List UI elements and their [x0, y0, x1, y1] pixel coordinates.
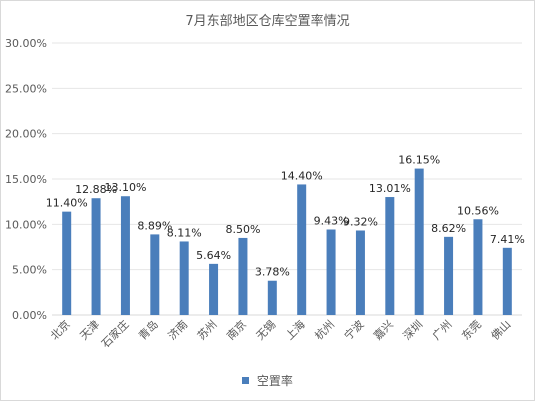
x-tick-label: 嘉兴 — [370, 317, 395, 342]
data-label: 8.11% — [167, 226, 202, 239]
bar — [444, 236, 454, 315]
legend: 空置率 — [0, 372, 535, 389]
bar — [91, 198, 101, 315]
legend-swatch — [242, 377, 250, 384]
x-tick-label: 北京 — [47, 317, 72, 342]
chart-title: 7月东部地区仓库空置率情况 — [185, 14, 350, 29]
legend-label: 空置率 — [256, 374, 293, 388]
data-label: 13.10% — [104, 181, 146, 194]
y-tick-label: 0.00% — [12, 309, 47, 322]
x-tick-label: 石家庄 — [98, 317, 131, 350]
bar — [267, 280, 277, 315]
bar — [414, 168, 424, 315]
x-tick-label: 济南 — [165, 317, 190, 342]
data-label: 8.89% — [137, 219, 172, 232]
bar — [150, 234, 160, 315]
data-label: 14.40% — [281, 169, 323, 182]
x-tick-label: 无锡 — [253, 317, 278, 342]
x-tick-label: 杭州 — [312, 317, 337, 342]
y-tick-label: 10.00% — [5, 218, 47, 231]
y-tick-label: 30.00% — [5, 37, 47, 50]
y-tick-label: 15.00% — [5, 173, 47, 186]
y-tick-label: 20.00% — [5, 128, 47, 141]
data-label: 8.50% — [225, 223, 260, 236]
x-tick-label: 青岛 — [135, 317, 160, 342]
x-tick-label: 深圳 — [401, 318, 426, 343]
bar — [120, 196, 130, 315]
bar — [62, 211, 72, 315]
x-tick-label: 佛山 — [489, 318, 514, 343]
x-tick-label: 上海 — [282, 317, 307, 342]
data-label: 12.88% — [75, 183, 117, 196]
data-label: 11.40% — [46, 197, 88, 210]
bar — [385, 197, 395, 315]
bar — [238, 237, 248, 315]
data-label: 3.78% — [255, 266, 290, 279]
data-label: 10.56% — [457, 204, 499, 217]
bar — [502, 247, 512, 315]
data-label: 9.32% — [343, 215, 378, 228]
bar — [209, 263, 219, 315]
bar — [297, 184, 307, 315]
data-label: 16.15% — [398, 154, 440, 167]
bar — [355, 230, 365, 315]
data-label: 7.41% — [490, 233, 525, 246]
data-label: 9.43% — [314, 215, 349, 228]
bar — [326, 229, 336, 315]
bar — [473, 219, 483, 315]
data-label: 13.01% — [369, 182, 411, 195]
x-tick-label: 苏州 — [195, 318, 220, 343]
bar — [179, 241, 189, 315]
x-tick-label: 东莞 — [459, 318, 484, 343]
x-tick-label: 南京 — [224, 317, 249, 342]
x-tick-label: 天津 — [77, 318, 102, 343]
x-tick-label: 广州 — [430, 318, 455, 343]
data-label: 8.62% — [431, 222, 466, 235]
data-label: 5.64% — [196, 249, 231, 262]
y-tick-label: 5.00% — [12, 264, 47, 277]
y-tick-label: 25.00% — [5, 82, 47, 95]
x-tick-label: 宁波 — [341, 317, 366, 342]
